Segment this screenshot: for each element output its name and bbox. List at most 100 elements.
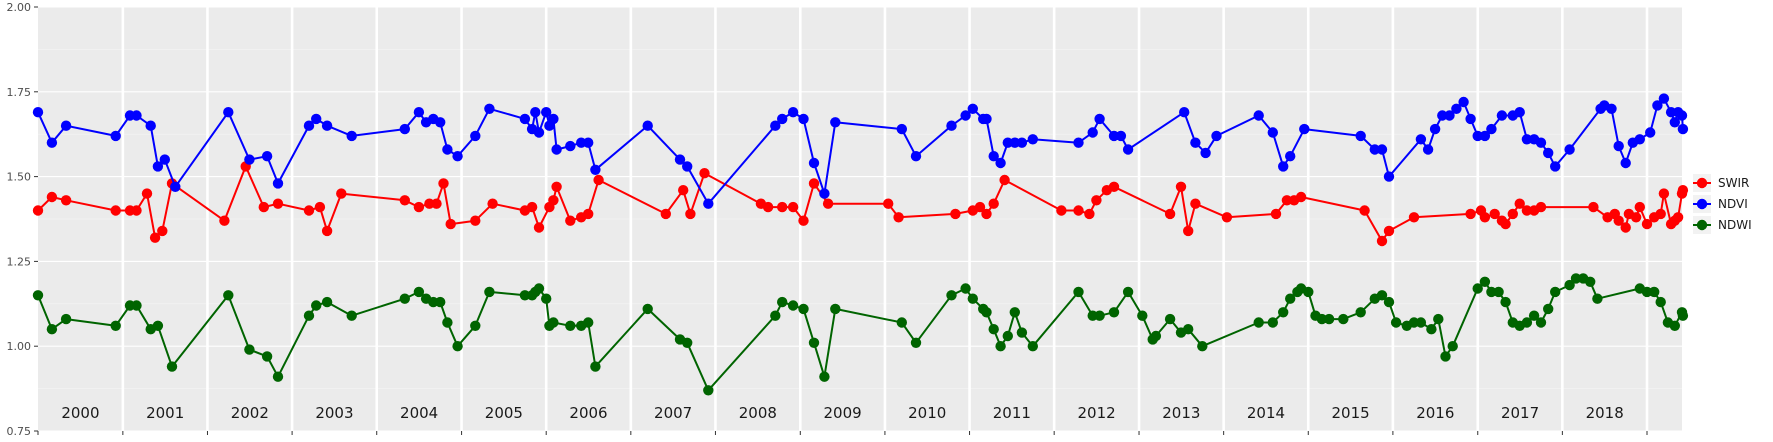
legend-key-point — [1696, 198, 1708, 210]
data-point-ndwi — [830, 303, 841, 315]
data-point-ndvi — [1087, 127, 1098, 138]
data-point-ndwi — [1447, 341, 1458, 352]
data-point-swir — [431, 198, 442, 209]
data-point-ndwi — [1500, 296, 1511, 308]
data-point-ndvi — [1613, 140, 1624, 152]
data-point-swir — [1479, 212, 1491, 223]
data-point-ndvi — [1383, 171, 1395, 182]
data-point-ndvi — [1606, 103, 1617, 115]
data-point-ndvi — [1190, 137, 1201, 148]
data-point-ndwi — [1592, 293, 1603, 304]
y-tick-label: 2.00 — [7, 1, 32, 14]
legend-item-swir: SWIR — [1693, 174, 1749, 192]
year-label: 2014 — [1247, 404, 1285, 422]
data-point-swir — [1281, 195, 1293, 206]
data-point-ndwi — [1383, 296, 1395, 308]
legend-key-point — [1696, 177, 1708, 189]
data-point-ndvi — [910, 151, 922, 162]
data-point-ndwi — [995, 341, 1006, 352]
data-point-swir — [988, 198, 999, 209]
data-point-ndwi — [244, 344, 255, 355]
grid-major — [38, 6, 1682, 432]
data-point-ndvi — [1514, 107, 1525, 118]
data-point-ndvi — [110, 130, 121, 142]
data-point-swir — [548, 195, 559, 206]
data-point-ndvi — [1479, 130, 1491, 142]
data-point-swir — [1507, 208, 1519, 220]
data-point-ndvi — [1543, 147, 1554, 159]
data-point-swir — [1588, 201, 1599, 213]
data-point-ndwi — [1433, 313, 1444, 325]
data-point-ndwi — [321, 296, 333, 308]
data-point-ndwi — [808, 337, 820, 348]
data-point-ndvi — [152, 161, 164, 172]
data-point-swir — [1620, 222, 1631, 233]
data-point-ndvi — [995, 157, 1006, 169]
data-point-swir — [1672, 212, 1684, 223]
data-point-ndvi — [590, 164, 601, 175]
data-point-ndvi — [830, 117, 841, 128]
data-point-ndwi — [988, 324, 999, 335]
data-point-ndwi — [787, 300, 799, 311]
year-label: 2008 — [739, 404, 777, 422]
data-point-ndwi — [642, 303, 653, 315]
data-point-swir — [1500, 218, 1511, 230]
year-label: 2013 — [1162, 404, 1200, 422]
data-point-ndvi — [452, 151, 463, 162]
data-point-ndvi — [541, 107, 552, 118]
data-point-swir — [1634, 201, 1646, 213]
data-point-swir — [258, 201, 269, 213]
data-point-swir — [1073, 205, 1084, 216]
data-point-ndvi — [1458, 96, 1469, 108]
data-point-ndwi — [1108, 307, 1120, 318]
series-layer — [32, 93, 1689, 396]
data-point-swir — [32, 205, 44, 216]
data-point-swir — [1108, 181, 1120, 192]
data-point-ndvi — [674, 154, 686, 165]
year-label: 2012 — [1078, 404, 1116, 422]
data-point-ndvi — [1669, 117, 1681, 128]
data-point-ndwi — [896, 317, 907, 328]
data-point-swir — [1489, 208, 1500, 220]
data-point-swir — [131, 205, 142, 216]
data-point-swir — [1641, 218, 1653, 230]
data-point-ndvi — [988, 151, 999, 162]
data-point-ndwi — [1278, 307, 1289, 318]
data-point-ndwi — [1486, 286, 1497, 298]
legend-key-point — [1696, 219, 1708, 231]
data-point-ndwi — [470, 320, 481, 331]
data-point-ndwi — [548, 317, 559, 328]
y-tick-label: 1.25 — [7, 255, 32, 268]
year-labels: 2000 2001 2002 2003 2004 2005 2006 2007 2008 2009… — [61, 404, 1623, 422]
data-point-swir — [533, 222, 545, 233]
data-point-swir — [822, 198, 834, 209]
data-point-ndwi — [1493, 286, 1504, 298]
year-label: 2010 — [908, 404, 946, 422]
data-point-ndvi — [1094, 113, 1105, 125]
data-point-ndwi — [1528, 310, 1540, 321]
year-label: 2016 — [1416, 404, 1454, 422]
data-point-swir — [1655, 208, 1666, 220]
data-point-ndwi — [152, 320, 164, 331]
data-point-ndvi — [170, 181, 181, 192]
data-point-ndwi — [1150, 330, 1162, 342]
data-point-swir — [1613, 215, 1624, 226]
data-point-ndvi — [46, 137, 58, 148]
data-point-ndvi — [530, 107, 541, 118]
data-point-ndwi — [946, 290, 957, 301]
data-point-ndwi — [1355, 307, 1366, 318]
data-point-ndvi — [551, 144, 562, 155]
data-point-ndwi — [442, 317, 453, 328]
data-point-ndvi — [1535, 137, 1547, 148]
year-label: 2006 — [569, 404, 607, 422]
data-point-swir — [1535, 201, 1547, 213]
data-point-swir — [1376, 235, 1388, 247]
data-point-ndvi — [967, 103, 978, 115]
data-point-swir — [46, 191, 58, 203]
data-point-ndwi — [272, 371, 284, 382]
data-point-ndvi — [1376, 144, 1388, 155]
data-point-swir — [314, 201, 326, 213]
data-point-ndwi — [1669, 320, 1681, 331]
data-point-ndvi — [1278, 161, 1289, 172]
year-label: 2001 — [146, 404, 184, 422]
